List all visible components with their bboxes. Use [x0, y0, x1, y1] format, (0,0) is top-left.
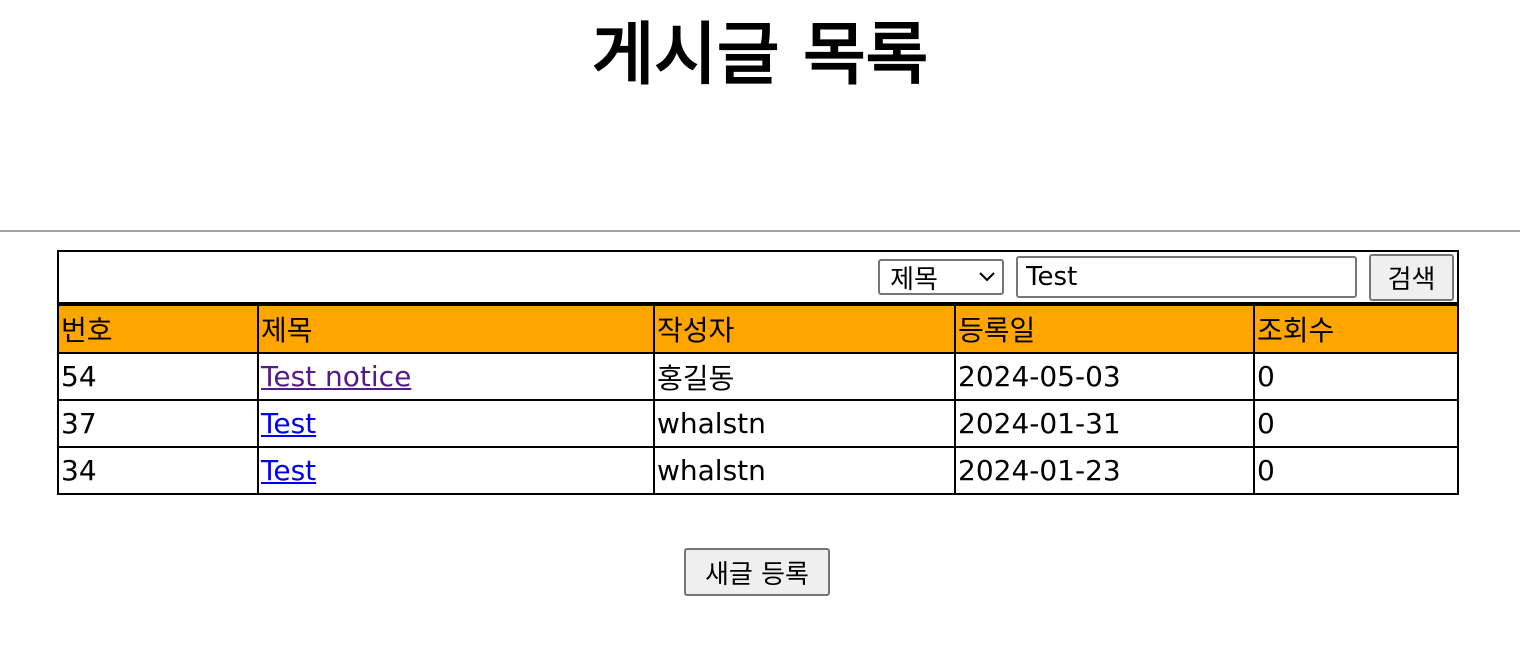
post-title-link[interactable]: Test notice	[261, 360, 412, 393]
search-input-value: Test	[1026, 262, 1078, 292]
search-button[interactable]: 검색	[1369, 253, 1455, 300]
search-field-select[interactable]: 제목	[878, 259, 1005, 295]
board-table: 제목 Test 검색 번호 제목 작성자 등록일 조회수 54 Test not…	[56, 250, 1460, 495]
table-header-row: 번호 제목 작성자 등록일 조회수	[57, 303, 1460, 354]
header-number: 번호	[57, 303, 259, 354]
post-title-link[interactable]: Test	[261, 454, 317, 487]
cell-views: 0	[1252, 399, 1460, 448]
header-views: 조회수	[1252, 303, 1460, 354]
post-title-link[interactable]: Test	[261, 407, 317, 440]
search-bar: 제목 Test 검색	[60, 253, 1456, 300]
cell-title: Test	[257, 399, 655, 448]
cell-author: 홍길동	[653, 352, 956, 401]
table-row: 54 Test notice 홍길동 2024-05-03 0	[57, 352, 1460, 401]
table-row: 37 Test whalstn 2024-01-31 0	[57, 399, 1460, 448]
cell-views: 0	[1252, 352, 1460, 401]
cell-date: 2024-01-23	[954, 446, 1255, 495]
header-author: 작성자	[653, 303, 956, 354]
search-row: 제목 Test 검색	[56, 250, 1460, 306]
new-post-button[interactable]: 새글 등록	[684, 548, 830, 596]
cell-number: 34	[57, 446, 259, 495]
header-date: 등록일	[954, 303, 1255, 354]
cell-author: whalstn	[653, 446, 956, 495]
cell-views: 0	[1252, 446, 1460, 495]
divider	[0, 230, 1520, 232]
search-cell: 제목 Test 검색	[56, 250, 1460, 306]
table-row: 34 Test whalstn 2024-01-23 0	[57, 446, 1460, 495]
cell-number: 37	[57, 399, 259, 448]
cell-author: whalstn	[653, 399, 956, 448]
search-input[interactable]: Test	[1016, 256, 1358, 298]
cell-date: 2024-05-03	[954, 352, 1255, 401]
header-title: 제목	[257, 303, 655, 354]
page-title: 게시글 목록	[591, 16, 929, 95]
chevron-down-icon	[979, 272, 995, 282]
cell-date: 2024-01-31	[954, 399, 1255, 448]
cell-title: Test notice	[257, 352, 655, 401]
cell-number: 54	[57, 352, 259, 401]
search-field-selected: 제목	[890, 264, 938, 295]
cell-title: Test	[257, 446, 655, 495]
